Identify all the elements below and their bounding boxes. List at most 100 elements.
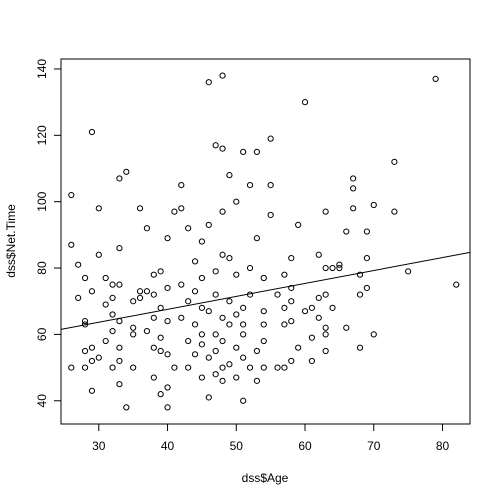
data-point [150, 271, 157, 278]
data-point [329, 264, 336, 272]
data-point [240, 354, 247, 361]
data-point [336, 264, 343, 272]
data-point [212, 347, 219, 355]
data-point [370, 331, 377, 338]
data-point [370, 201, 377, 209]
data-point [391, 158, 398, 165]
data-point [164, 384, 171, 391]
data-point [212, 371, 219, 378]
data-point [88, 344, 96, 351]
data-point [164, 318, 171, 325]
data-point [88, 357, 96, 365]
data-point [288, 298, 295, 305]
data-point [281, 304, 288, 311]
data-point [253, 235, 261, 242]
data-point [253, 377, 261, 384]
data-point [109, 294, 116, 302]
data-point [240, 304, 247, 311]
data-point [116, 281, 123, 288]
data-point [288, 254, 295, 262]
data-point [178, 205, 185, 212]
data-point [68, 364, 75, 371]
data-point [102, 337, 109, 345]
data-point [178, 181, 185, 189]
data-point [191, 351, 199, 358]
data-point [226, 298, 233, 305]
data-point [109, 281, 116, 288]
data-point [281, 271, 288, 278]
y-tick-label: 100 [35, 191, 49, 211]
data-point [308, 357, 315, 365]
data-point [102, 301, 109, 308]
data-point [95, 205, 102, 212]
x-tick-label: 60 [298, 439, 312, 453]
data-point [198, 274, 206, 282]
data-point [116, 318, 123, 325]
data-point [322, 208, 329, 215]
data-point [233, 198, 240, 205]
data-point [157, 304, 164, 311]
data-point [233, 344, 240, 351]
data-point [88, 288, 96, 295]
data-point [233, 311, 240, 318]
data-point [164, 235, 171, 242]
data-point [391, 208, 398, 215]
data-point [301, 99, 309, 106]
data-point [171, 364, 178, 371]
data-point [350, 175, 357, 182]
data-point [212, 331, 219, 338]
data-point [143, 225, 151, 232]
data-point [164, 404, 171, 411]
x-tick-label: 80 [436, 439, 450, 453]
data-point [226, 254, 233, 262]
data-point [343, 324, 350, 331]
data-point [164, 351, 171, 358]
data-point [453, 281, 460, 288]
x-axis: 30 40 50 60 70 80 [92, 423, 450, 453]
data-point [246, 181, 254, 189]
x-axis-title: dss$Age [242, 471, 289, 485]
data-point [246, 264, 254, 272]
x-tick-label: 70 [367, 439, 381, 453]
data-point [157, 268, 164, 275]
x-tick-label: 30 [92, 439, 106, 453]
data-point [123, 404, 130, 411]
data-point [95, 251, 102, 258]
data-point [260, 364, 267, 371]
data-point [322, 324, 329, 331]
data-point [226, 172, 233, 179]
data-point [226, 361, 233, 368]
data-point [191, 258, 199, 265]
data-point [123, 168, 130, 175]
data-point [315, 251, 322, 258]
data-point [185, 364, 192, 371]
data-point [288, 318, 295, 325]
data-point [157, 347, 164, 355]
data-point [281, 364, 288, 371]
data-point [150, 314, 157, 321]
data-point [136, 294, 144, 302]
data-point [301, 308, 309, 315]
data-point [322, 291, 329, 298]
data-point [322, 331, 329, 338]
data-point [81, 318, 89, 325]
data-point [178, 281, 185, 288]
y-tick-label: 140 [35, 59, 49, 79]
data-point [363, 228, 370, 235]
data-point [130, 331, 137, 338]
data-point [178, 314, 185, 321]
data-point [212, 291, 219, 298]
data-point [102, 274, 109, 282]
data-point [198, 238, 206, 245]
data-point [212, 268, 219, 275]
y-tick-label: 60 [35, 327, 49, 341]
data-point [288, 284, 295, 292]
data-point [288, 357, 295, 365]
data-point [205, 221, 212, 229]
data-point [109, 364, 116, 371]
data-point [109, 327, 116, 335]
data-point [405, 268, 412, 275]
data-point [219, 364, 226, 371]
data-point [240, 321, 247, 328]
